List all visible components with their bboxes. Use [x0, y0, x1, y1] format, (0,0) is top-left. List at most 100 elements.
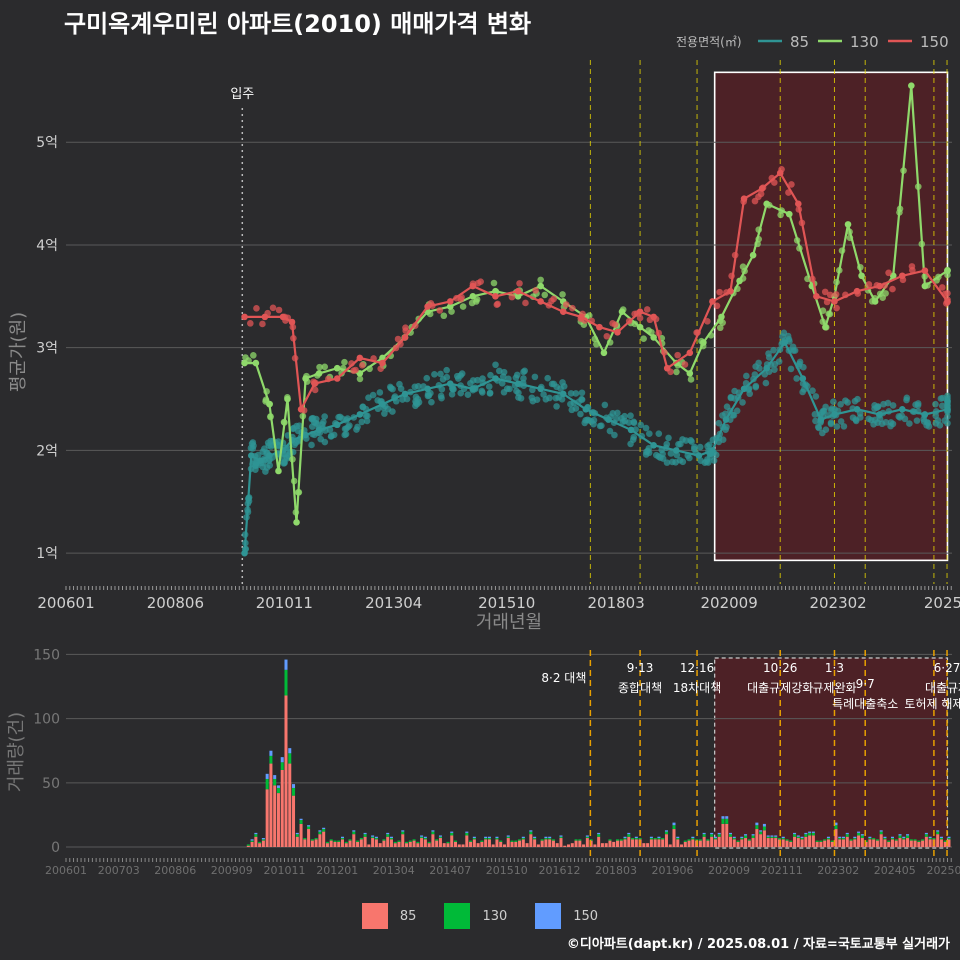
bar-130: [533, 838, 537, 840]
data-point: [283, 454, 290, 461]
bar-85: [476, 843, 480, 848]
bar-85: [864, 841, 868, 848]
data-point: [321, 413, 328, 420]
data-point: [909, 266, 916, 274]
series-point: [781, 339, 789, 346]
series-point: [241, 313, 248, 321]
bar-130: [284, 669, 288, 696]
bar-130: [872, 838, 876, 840]
data-point: [550, 380, 558, 388]
data-point: [627, 412, 634, 420]
bar-150: [307, 825, 311, 827]
bar-85: [450, 835, 454, 848]
bar-130: [435, 839, 439, 841]
bar-85: [435, 840, 439, 848]
x-tick-label: 200601: [37, 594, 94, 612]
bar-130: [721, 818, 725, 824]
data-point: [789, 343, 797, 351]
bar-150: [506, 835, 510, 837]
series-point: [333, 364, 341, 372]
bar-x-tick-label: 201906: [651, 864, 693, 877]
data-point: [889, 285, 896, 293]
series-point: [700, 339, 707, 346]
bar-85: [604, 843, 608, 848]
bar-85: [664, 834, 668, 848]
data-point: [944, 413, 951, 420]
data-point: [321, 363, 329, 371]
bar-150: [280, 757, 284, 763]
policy-name-label: 특례대출축소: [832, 697, 898, 711]
bar-85: [842, 839, 846, 848]
bar-85: [661, 839, 665, 848]
bar-130: [857, 832, 861, 836]
bar-85: [269, 763, 273, 848]
bar-85: [608, 840, 612, 848]
bar-150: [295, 832, 299, 835]
series-point: [795, 200, 802, 208]
data-point: [833, 423, 841, 430]
series-point: [315, 426, 323, 434]
bar-85: [337, 841, 341, 848]
bar-130: [913, 839, 917, 841]
series-point: [650, 313, 657, 321]
bar-85: [631, 839, 635, 848]
bar-85: [744, 838, 748, 848]
bar-150: [898, 834, 902, 836]
series-point: [492, 375, 499, 382]
series-point: [469, 282, 477, 290]
bar-150: [717, 832, 721, 835]
bar-85: [860, 838, 864, 848]
bar-130: [883, 838, 887, 840]
series-point: [333, 375, 341, 382]
series-point: [898, 406, 906, 413]
bar-85: [344, 843, 348, 848]
bar-130: [781, 838, 785, 840]
bar-130: [397, 840, 401, 842]
data-point: [290, 424, 297, 432]
bar-85: [352, 834, 356, 848]
bar-85: [759, 834, 763, 848]
bar-130: [363, 834, 367, 837]
data-point: [436, 307, 444, 314]
bar-85: [830, 841, 834, 848]
bar-130: [446, 841, 450, 844]
bar-highlight-region: [714, 657, 949, 849]
bar-130: [393, 841, 397, 844]
series-point: [514, 293, 522, 300]
bar-x-tick-label: 200806: [154, 864, 196, 877]
bar-130: [431, 831, 435, 835]
data-point: [396, 380, 403, 388]
bar-85: [924, 836, 928, 848]
data-point: [765, 354, 773, 361]
series-point: [908, 82, 915, 89]
data-point: [358, 362, 366, 369]
data-point: [640, 335, 647, 343]
bar-150: [796, 835, 800, 837]
series-point: [627, 426, 635, 434]
data-point: [341, 425, 349, 433]
data-point: [874, 403, 882, 410]
bar-150: [774, 835, 778, 837]
series-point: [813, 293, 820, 300]
bar-y-tick-label: 150: [33, 647, 60, 663]
data-point: [788, 181, 795, 188]
series-point: [297, 406, 305, 413]
bar-150: [585, 835, 589, 837]
bar-85: [529, 834, 533, 848]
bar-130: [710, 834, 714, 837]
bar-150: [845, 832, 849, 835]
data-point: [924, 419, 932, 427]
bar-130: [826, 838, 830, 840]
data-point: [882, 290, 889, 297]
bar-130: [661, 838, 665, 840]
bar-85: [683, 841, 687, 848]
bar-130: [932, 838, 936, 840]
bar-130: [751, 835, 755, 839]
data-point: [663, 440, 671, 448]
data-point: [755, 359, 762, 367]
bar-150: [623, 836, 627, 839]
y-tick-label: 4억: [36, 238, 58, 254]
bar-130: [755, 825, 759, 830]
data-point: [812, 417, 819, 425]
data-point: [722, 410, 729, 418]
